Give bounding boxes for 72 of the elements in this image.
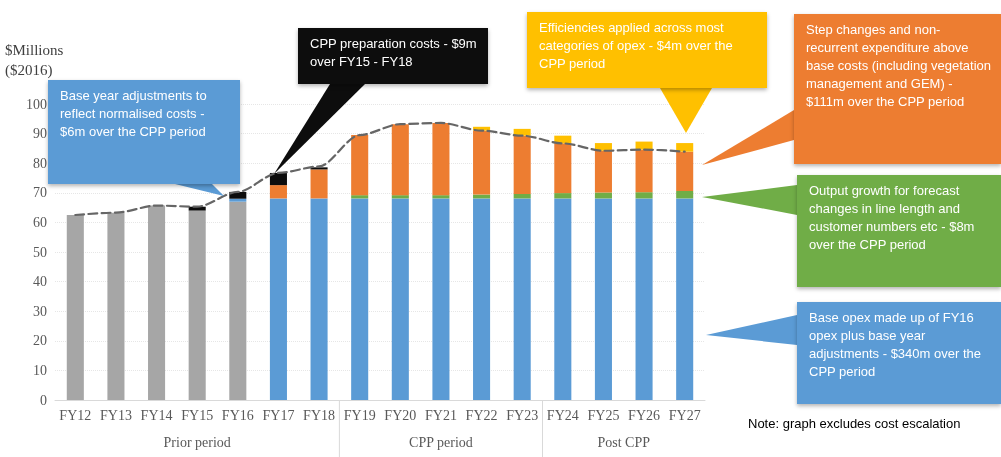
- bar: [676, 143, 694, 152]
- bar: [107, 212, 125, 400]
- y-tick-label: 90: [33, 126, 47, 142]
- callout-box: Base opex made up of FY16 opex plus base year adjustments - $340m over the CPP period: [797, 302, 1001, 404]
- bar: [310, 198, 328, 400]
- bar: [391, 124, 409, 196]
- y-tick-label: 70: [33, 185, 47, 201]
- bar: [391, 198, 409, 400]
- x-tick-label: FY26: [628, 407, 661, 423]
- callout-box: CPP preparation costs - $9m over FY15 - FY18: [298, 28, 488, 84]
- callout-box: Base year adjustments to reflect normalised costs - $6m over the CPP period: [48, 80, 240, 184]
- bar: [188, 210, 206, 400]
- bar: [513, 198, 531, 400]
- bar: [554, 198, 572, 400]
- y-axis-title: $Millions ($2016): [5, 42, 64, 79]
- y-tick-label: 40: [33, 274, 47, 290]
- text: Post CPP: [597, 434, 651, 450]
- bar: [310, 169, 328, 199]
- y-tick-label: 100: [26, 96, 47, 112]
- text: CPP period: [409, 434, 473, 450]
- bar: [391, 195, 409, 199]
- bar: [351, 195, 369, 199]
- bar: [351, 198, 369, 400]
- bar: [432, 198, 450, 400]
- bar: [635, 198, 653, 400]
- x-tick-label: FY17: [262, 407, 295, 423]
- callout-box: Output growth for forecast changes in line length and customer numbers etc - $8m over the CPP period: [797, 175, 1001, 287]
- x-tick-label: FY24: [546, 407, 579, 423]
- bar: [432, 195, 450, 199]
- text: Note: graph excludes cost escalation: [748, 415, 961, 431]
- x-tick-label: FY20: [384, 407, 417, 423]
- bar: [269, 185, 287, 199]
- bar: [594, 198, 612, 400]
- y-tick-label: 60: [33, 214, 47, 230]
- y-tick-label: 0: [40, 392, 47, 408]
- x-tick-label: FY15: [181, 407, 214, 423]
- x-tick-label: FY12: [59, 407, 92, 423]
- x-tick-label: FY14: [140, 407, 173, 423]
- bar: [554, 143, 572, 194]
- x-tick-label: FY16: [221, 407, 254, 423]
- bar: [676, 191, 694, 199]
- x-tick-label: FY25: [587, 407, 620, 423]
- bar: [554, 193, 572, 199]
- x-tick-label: FY19: [343, 407, 376, 423]
- y-tick-label: 80: [33, 155, 47, 171]
- bar: [269, 198, 287, 400]
- bar: [473, 130, 491, 195]
- bar: [635, 192, 653, 199]
- bar: [148, 205, 166, 400]
- bar: [594, 150, 612, 193]
- x-tick-label: FY23: [506, 407, 539, 423]
- x-tick-label: FY22: [465, 407, 498, 423]
- x-tick-label: FY27: [668, 407, 701, 423]
- bar: [513, 135, 531, 194]
- x-tick-label: FY21: [424, 407, 457, 423]
- y-tick-label: 50: [33, 244, 47, 260]
- x-tick-label: FY18: [303, 407, 336, 423]
- x-tick-label: FY13: [99, 407, 132, 423]
- bar: [473, 198, 491, 400]
- bar: [229, 198, 247, 202]
- bar: [66, 215, 84, 400]
- y-tick-label: 20: [33, 333, 47, 349]
- y-tick-label: 10: [33, 362, 47, 378]
- bar: [676, 198, 694, 400]
- y-tick-label: 30: [33, 303, 47, 319]
- bar: [676, 151, 694, 192]
- bar: [635, 149, 653, 193]
- text: Prior period: [163, 434, 231, 450]
- callout-box: Step changes and non-recurrent expenditure above base costs (including vegetation management and GEM) - $111m over the CPP period: [794, 14, 1001, 164]
- bar: [432, 122, 450, 196]
- bar: [229, 201, 247, 400]
- bar: [351, 135, 369, 196]
